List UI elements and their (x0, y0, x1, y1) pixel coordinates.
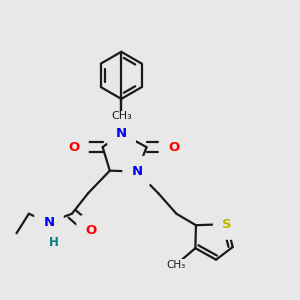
Text: CH₃: CH₃ (166, 260, 185, 270)
Text: O: O (85, 224, 97, 237)
Text: O: O (168, 141, 179, 154)
Text: O: O (68, 141, 80, 154)
Text: N: N (44, 216, 55, 229)
Text: N: N (116, 127, 127, 140)
Text: S: S (222, 218, 232, 231)
Text: N: N (131, 165, 142, 178)
Text: H: H (49, 236, 59, 249)
Text: CH₃: CH₃ (111, 111, 132, 121)
